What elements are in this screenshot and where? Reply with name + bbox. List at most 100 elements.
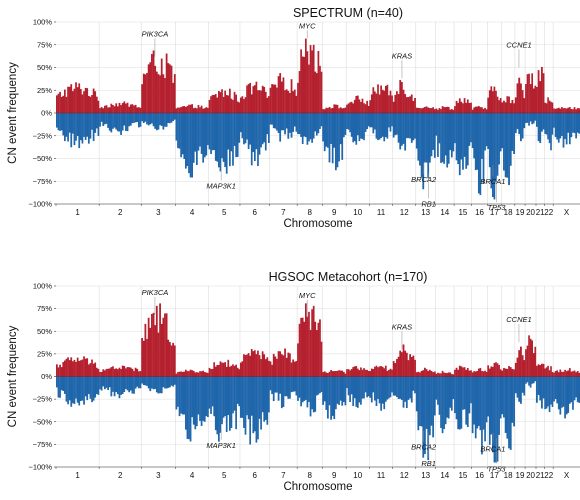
- gain-bar: [363, 368, 365, 377]
- gain-bar: [519, 346, 522, 377]
- loss-bar: [272, 376, 275, 402]
- loss-bar: [519, 376, 522, 404]
- loss-bar: [151, 376, 153, 389]
- loss-bar: [94, 113, 97, 133]
- gain-bar: [532, 88, 535, 113]
- loss-bar: [91, 113, 93, 130]
- gain-bar: [116, 106, 119, 113]
- loss-bar: [339, 376, 342, 401]
- gain-bar: [100, 372, 103, 377]
- loss-bar: [511, 113, 514, 151]
- loss-bar: [89, 376, 92, 399]
- gain-bar: [503, 100, 505, 113]
- gain-bar: [334, 371, 337, 377]
- gain-bar: [495, 362, 497, 377]
- gain-bar: [438, 108, 441, 113]
- loss-bar: [389, 113, 392, 132]
- chromosome-label: 12: [400, 471, 409, 480]
- gain-bar: [350, 101, 353, 113]
- gain-bar: [244, 97, 247, 113]
- gain-bar: [430, 371, 433, 377]
- gain-bar: [317, 50, 320, 113]
- loss-bar: [213, 376, 216, 417]
- gain-bar: [465, 102, 468, 113]
- gain-bar: [306, 316, 309, 377]
- loss-bar: [218, 113, 220, 168]
- loss-bar: [479, 376, 482, 431]
- loss-bar: [388, 113, 390, 128]
- loss-bar: [465, 376, 468, 425]
- gain-bar: [241, 96, 244, 113]
- gain-bar: [170, 65, 173, 113]
- gain-bar: [484, 370, 486, 377]
- gain-bar: [523, 360, 526, 377]
- gain-bar: [207, 107, 209, 113]
- gain-bar: [526, 74, 529, 113]
- loss-bar: [322, 376, 324, 405]
- chromosome-label: 16: [475, 471, 484, 480]
- gain-bar: [280, 354, 283, 377]
- loss-bar: [551, 113, 554, 135]
- loss-bar: [381, 376, 384, 404]
- loss-bar: [279, 113, 282, 142]
- loss-bar: [68, 113, 71, 133]
- chromosome-label: 21: [536, 471, 545, 480]
- gain-bar: [440, 109, 442, 113]
- loss-bar: [219, 376, 222, 433]
- gain-bar: [147, 317, 150, 377]
- loss-bar: [564, 376, 566, 419]
- loss-bar: [536, 113, 538, 127]
- gain-bar: [202, 108, 205, 113]
- gain-bar: [336, 104, 339, 113]
- gain-bar: [476, 371, 479, 377]
- loss-bar: [396, 113, 398, 135]
- loss-bar: [272, 113, 275, 129]
- gain-bar: [92, 363, 95, 377]
- gain-bar: [274, 84, 277, 113]
- chromosome-label: 21: [536, 208, 545, 217]
- gain-bar: [197, 372, 200, 377]
- loss-bar: [83, 376, 85, 405]
- loss-bar: [444, 113, 447, 156]
- chromosome-label: X: [564, 208, 570, 217]
- loss-bar: [289, 376, 291, 399]
- gain-bar: [506, 96, 509, 113]
- gain-bar: [409, 96, 411, 113]
- gain-bar: [60, 96, 63, 113]
- gain-bar: [177, 107, 179, 113]
- gain-bar: [481, 107, 483, 113]
- y-tick-label: 100%: [33, 282, 53, 291]
- chromosome-label: 18: [504, 208, 513, 217]
- loss-bar: [509, 113, 512, 166]
- gain-bar: [308, 64, 310, 113]
- gain-bar: [260, 90, 262, 113]
- gain-bar: [525, 84, 527, 113]
- gain-bar: [490, 86, 493, 113]
- gain-bar: [239, 362, 242, 377]
- loss-bar: [230, 376, 233, 428]
- gain-bar: [516, 357, 519, 377]
- gain-bar: [59, 364, 61, 377]
- gain-bar: [405, 97, 408, 113]
- gain-bar: [452, 374, 455, 377]
- gain-bar: [188, 104, 190, 113]
- loss-bar: [211, 113, 214, 151]
- loss-bar: [75, 113, 77, 141]
- loss-bar: [361, 376, 364, 399]
- gain-bar: [540, 363, 543, 377]
- gain-bar: [347, 103, 350, 113]
- loss-bar: [252, 113, 255, 153]
- loss-bar: [317, 376, 320, 395]
- chromosome-label: 14: [440, 471, 449, 480]
- loss-bar: [384, 376, 387, 402]
- loss-bar: [412, 376, 415, 391]
- loss-bar: [92, 376, 95, 401]
- gain-bar: [358, 370, 361, 377]
- loss-bar: [536, 376, 538, 403]
- loss-bar: [236, 113, 239, 157]
- loss-bar: [129, 113, 132, 126]
- loss-bar: [183, 113, 186, 159]
- gain-bar: [252, 351, 255, 377]
- loss-bar: [470, 376, 472, 404]
- loss-bar: [63, 376, 66, 394]
